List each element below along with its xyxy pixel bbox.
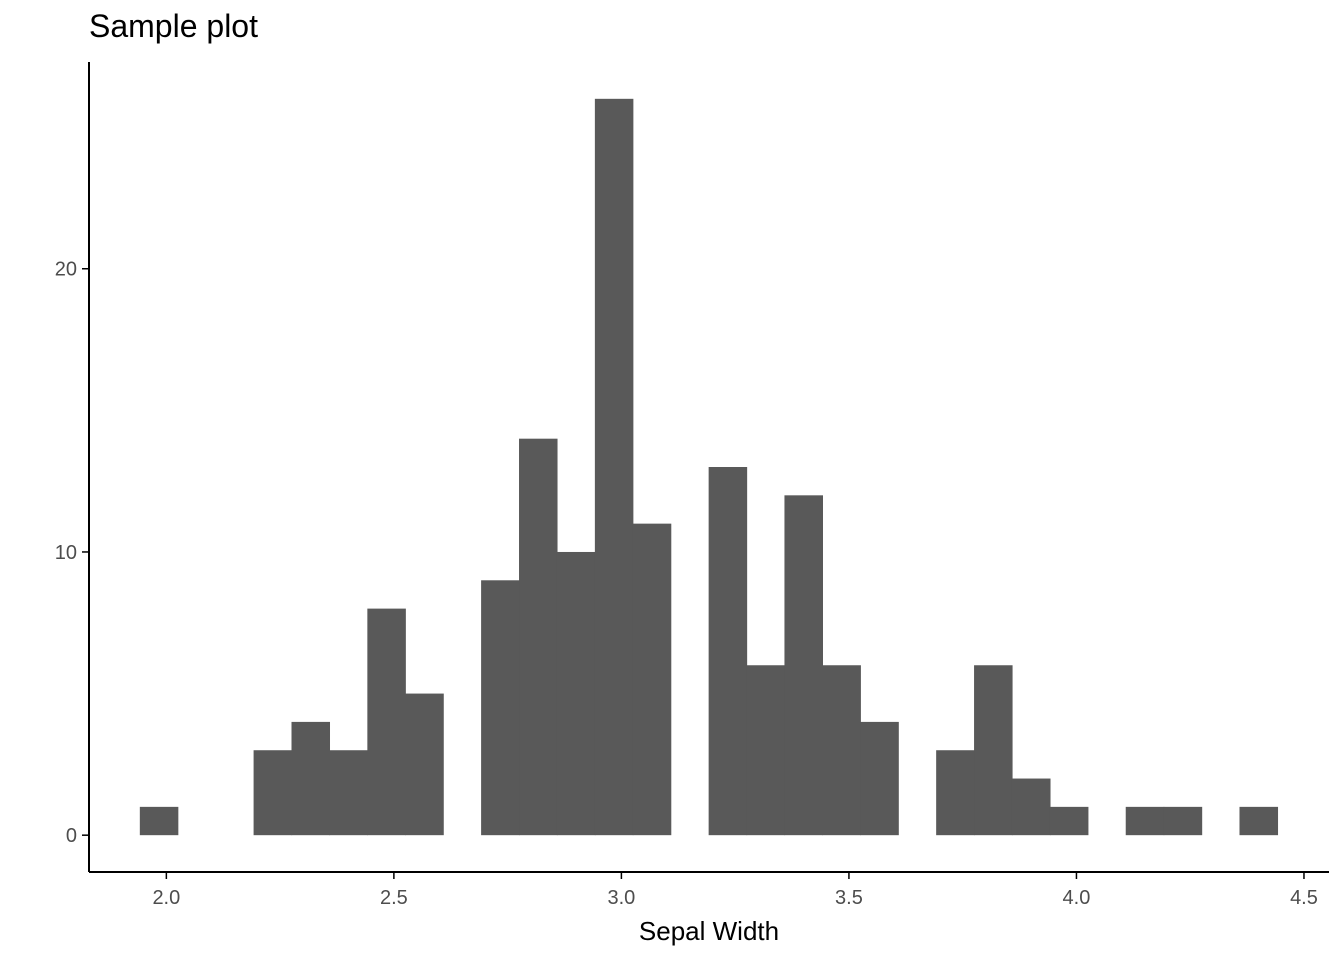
axes-group bbox=[88, 62, 1329, 873]
histogram-bar-21 bbox=[1163, 806, 1203, 836]
histogram-bar-7 bbox=[519, 438, 558, 836]
histogram-bar-17 bbox=[974, 665, 1013, 836]
histogram-bar-18 bbox=[1011, 778, 1051, 836]
y-tick-label-2: 20 bbox=[55, 259, 77, 281]
x-tick-label-0: 2.0 bbox=[152, 887, 180, 909]
x-ticks-group: 2.0 2.5 3.0 3.5 4.0 4.5 bbox=[152, 872, 1318, 909]
x-tick-label-1: 2.5 bbox=[380, 887, 408, 909]
histogram-bar-4 bbox=[367, 608, 406, 836]
x-axis-title: Sepal Width bbox=[639, 916, 779, 946]
histogram-bar-1 bbox=[253, 750, 293, 836]
chart-title: Sample plot bbox=[89, 8, 258, 44]
histogram-bar-5 bbox=[405, 693, 444, 836]
y-tick-label-0: 0 bbox=[66, 825, 77, 847]
histogram-bar-10 bbox=[632, 523, 672, 836]
histogram-bar-15 bbox=[860, 721, 899, 836]
x-tick-label-2: 3.0 bbox=[607, 887, 635, 909]
bars-group bbox=[139, 98, 1279, 836]
histogram-bar-2 bbox=[291, 721, 331, 836]
histogram-bar-13 bbox=[784, 495, 823, 836]
histogram-bar-3 bbox=[329, 750, 368, 836]
histogram-bar-20 bbox=[1125, 806, 1165, 836]
histogram-bar-16 bbox=[936, 750, 975, 836]
x-tick-label-3: 3.5 bbox=[835, 887, 863, 909]
histogram-bar-14 bbox=[822, 665, 861, 836]
y-tick-label-1: 10 bbox=[55, 542, 77, 564]
histogram-bar-8 bbox=[556, 551, 596, 836]
y-ticks-group: 0 10 20 bbox=[55, 259, 89, 847]
histogram-bar-11 bbox=[708, 467, 748, 836]
histogram-bar-12 bbox=[746, 665, 786, 836]
histogram-bar-19 bbox=[1049, 806, 1089, 836]
histogram-bar-22 bbox=[1239, 806, 1279, 836]
x-tick-label-4: 4.0 bbox=[1063, 887, 1091, 909]
histogram-bar-9 bbox=[594, 98, 634, 836]
histogram-bar-0 bbox=[139, 806, 179, 836]
histogram-bar-6 bbox=[481, 580, 520, 836]
x-tick-label-5: 4.5 bbox=[1290, 887, 1318, 909]
